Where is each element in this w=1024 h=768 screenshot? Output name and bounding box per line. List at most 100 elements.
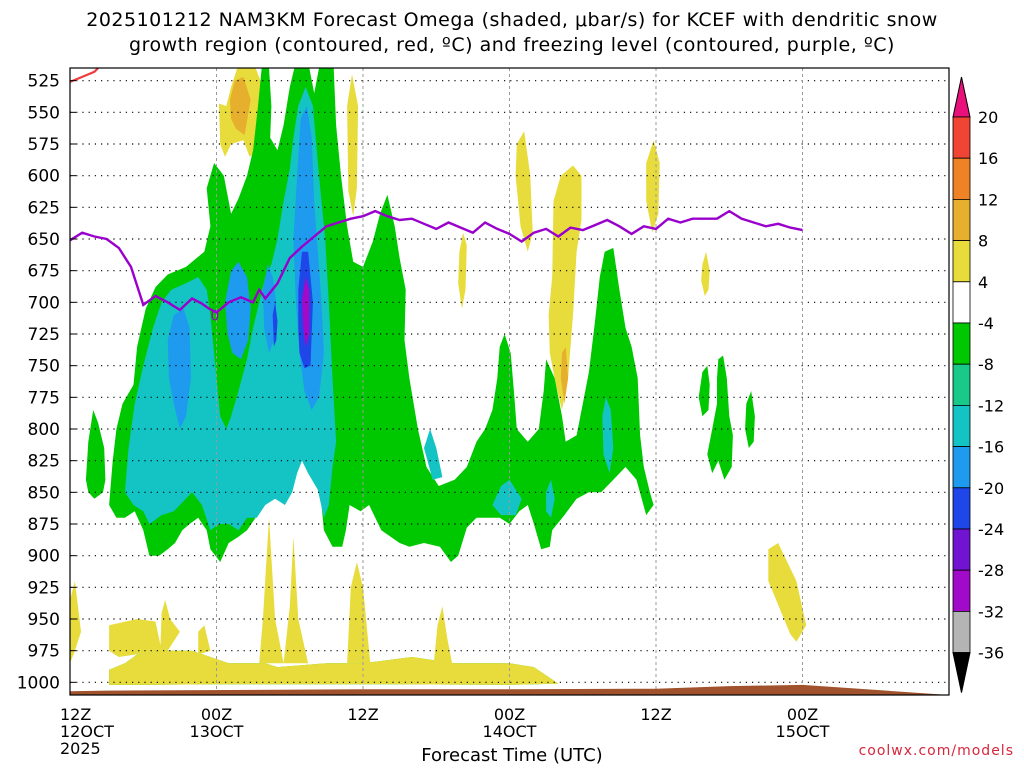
omega-region-23 — [707, 355, 733, 480]
x-tick-year-0: 2025 — [60, 739, 101, 758]
omega-region-34 — [272, 302, 278, 347]
colorbar-swatch-2 — [952, 198, 971, 241]
chart-title-line-2: growth region (contoured, red, ºC) and f… — [129, 34, 895, 56]
omega-region-30 — [167, 308, 191, 429]
colorbar-label-12: -32 — [978, 602, 1004, 621]
y-tick-label-675: 675 — [28, 262, 60, 282]
x-tick-label-3: 00Z — [494, 705, 525, 724]
x-axis-label: Forecast Time (UTC) — [421, 745, 603, 766]
y-tick-label-850: 850 — [28, 483, 60, 503]
colorbar-swatch-6 — [952, 363, 971, 406]
omega-region-9 — [70, 581, 81, 664]
omega-region-10 — [768, 543, 807, 642]
dendritic-growth-line — [70, 68, 99, 83]
x-tick-date-5: 15OCT — [776, 722, 830, 741]
colorbar-swatch-11 — [952, 569, 971, 612]
omega-region-24 — [745, 391, 755, 448]
colorbar-label-10: -24 — [978, 520, 1004, 539]
contour-lines-layer: 0 — [70, 68, 803, 324]
terrain-layer — [70, 684, 949, 695]
y-tick-label-650: 650 — [28, 230, 60, 250]
omega-region-5 — [259, 517, 284, 664]
omega-region-7 — [347, 562, 371, 664]
colorbar-swatch-4 — [952, 281, 971, 324]
omega-region-3 — [160, 600, 180, 651]
colorbar-label-3: 8 — [978, 232, 988, 251]
omega-region-8 — [433, 606, 453, 664]
y-tick-label-725: 725 — [28, 325, 60, 345]
x-tick-label-5: 00Z — [787, 705, 818, 724]
omega-region-32 — [262, 264, 277, 353]
colorbar-label-1: 16 — [978, 149, 998, 168]
omega-region-27 — [492, 479, 522, 516]
omega-region-36 — [302, 277, 310, 347]
colorbar-label-2: 12 — [978, 190, 998, 209]
colorbar-label-9: -20 — [978, 479, 1004, 498]
omega-region-6 — [283, 536, 309, 664]
omega-region-22 — [698, 365, 710, 417]
y-tick-label-825: 825 — [28, 452, 60, 472]
x-tick-label-1: 00Z — [201, 705, 232, 724]
colorbar-label-11: -28 — [978, 561, 1004, 580]
colorbar-label-13: -36 — [978, 644, 1004, 663]
omega-region-31 — [225, 261, 251, 360]
colorbar-swatch-3 — [952, 240, 971, 283]
x-tick-label-2: 12Z — [347, 705, 378, 724]
omega-region-20 — [85, 410, 106, 499]
y-tick-label-875: 875 — [28, 515, 60, 535]
y-tick-label-750: 750 — [28, 357, 60, 377]
omega-region-29 — [602, 397, 614, 474]
y-tick-label-800: 800 — [28, 420, 60, 440]
y-tick-label-600: 600 — [28, 167, 60, 187]
omega-region-17 — [560, 346, 569, 404]
x-tick-date-3: 14OCT — [483, 722, 537, 741]
colorbar-label-4: 4 — [978, 273, 988, 292]
omega-shading-layer — [70, 68, 807, 685]
omega-region-15 — [515, 131, 533, 252]
colorbar-bottom-arrow — [952, 652, 971, 693]
omega-region-13 — [347, 74, 359, 217]
colorbar-label-0: 20 — [978, 108, 998, 127]
omega-region-14 — [458, 232, 467, 309]
freezing-level-line — [70, 209, 803, 314]
colorbar: 20 16 12 8 4 -4 -8 -12 -16 -20 -24 -28 -32 -36 — [952, 76, 1004, 693]
plot-frame — [69, 67, 950, 696]
y-tick-label-900: 900 — [28, 547, 60, 567]
colorbar-swatch-12 — [952, 611, 971, 654]
y-tick-label-575: 575 — [28, 135, 60, 155]
x-tick-label-4: 12Z — [640, 705, 671, 724]
omega-region-2 — [109, 619, 162, 657]
omega-region-1 — [109, 650, 559, 685]
y-tick-label-975: 975 — [28, 642, 60, 662]
colorbar-swatch-7 — [952, 404, 971, 447]
colorbar-swatch-1 — [952, 157, 971, 200]
colorbar-label-8: -16 — [978, 438, 1004, 457]
omega-region-26 — [424, 429, 443, 480]
chart-title-line-1: 2025101212 NAM3KM Forecast Omega (shaded… — [86, 9, 938, 31]
y-tick-label-925: 925 — [28, 578, 60, 598]
y-tick-label-1000: 1000 — [17, 673, 60, 693]
colorbar-swatch-10 — [952, 528, 971, 571]
site-credit: coolwx.com/models — [858, 743, 1014, 759]
colorbar-label-6: -8 — [978, 355, 994, 374]
y-tick-label-550: 550 — [28, 103, 60, 123]
omega-region-16 — [548, 165, 582, 410]
colorbar-swatch-8 — [952, 446, 971, 489]
y-tick-label-625: 625 — [28, 198, 60, 218]
y-tick-label-775: 775 — [28, 388, 60, 408]
colorbar-label-7: -12 — [978, 396, 1004, 415]
omega-region-12 — [229, 76, 251, 136]
omega-region-18 — [646, 140, 660, 233]
colorbar-label-5: -4 — [978, 314, 994, 333]
x-tick-label-0: 12Z — [60, 705, 91, 724]
omega-region-4 — [198, 625, 211, 655]
y-tick-label-700: 700 — [28, 293, 60, 313]
freezing-level-label: 0 — [211, 308, 220, 324]
omega-region-28 — [546, 479, 555, 518]
x-tick-date-0: 12OCT — [60, 722, 114, 741]
omega-region-19 — [701, 251, 710, 296]
colorbar-swatch-9 — [952, 487, 971, 530]
x-tick-date-1: 13OCT — [190, 722, 244, 741]
